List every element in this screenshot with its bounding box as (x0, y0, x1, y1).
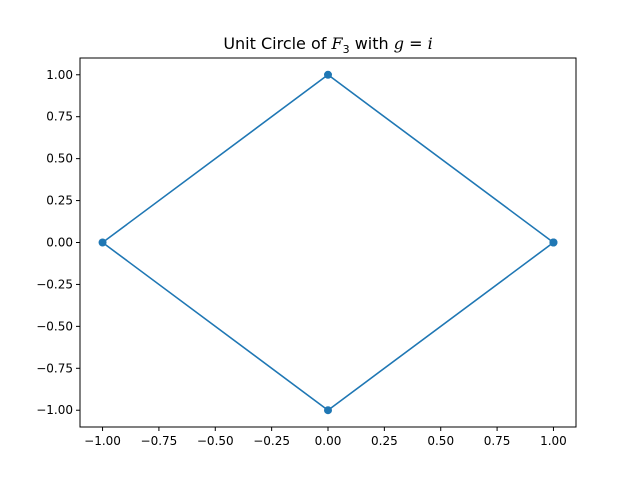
title-value: i (428, 34, 433, 53)
x-tick-label: −1.00 (84, 434, 121, 448)
data-point (324, 406, 332, 415)
y-tick-label: 0.00 (46, 236, 73, 250)
x-tick-label: 0.00 (315, 434, 342, 448)
title-field-symbol: F (331, 34, 344, 53)
data-point (549, 238, 558, 247)
title-equals: = (404, 34, 428, 53)
y-tick-label: 0.50 (46, 152, 73, 166)
x-tick-label: 1.00 (540, 434, 567, 448)
y-tick-label: −1.00 (36, 403, 73, 417)
plot-area (98, 70, 558, 415)
axes: −1.00 −0.75 −0.50 −0.25 0.00 0.25 0.50 0.75 1.00… (36, 57, 577, 448)
x-tick-label: −0.50 (197, 434, 234, 448)
y-tick-label: −0.75 (36, 361, 73, 375)
y-tick-label: 0.25 (46, 194, 73, 208)
chart-title: Unit Circle of F3 with g = i (223, 34, 432, 56)
y-tick-label: −0.25 (36, 277, 73, 291)
x-tick-label: −0.75 (141, 434, 178, 448)
x-tick-label: 0.50 (427, 434, 454, 448)
title-middle: with (350, 34, 394, 53)
title-var: g (394, 34, 404, 53)
y-tick-label: 1.00 (46, 68, 73, 82)
title-prefix: Unit Circle of (223, 34, 331, 53)
title-field-subscript: 3 (343, 43, 350, 56)
x-tick-label: 0.25 (371, 434, 398, 448)
x-tick-label: −0.25 (253, 434, 290, 448)
x-tick-label: 0.75 (484, 434, 511, 448)
data-point (98, 238, 107, 247)
y-tick-label: 0.75 (46, 110, 73, 124)
data-point (324, 70, 332, 79)
y-tick-label: −0.50 (36, 319, 73, 333)
